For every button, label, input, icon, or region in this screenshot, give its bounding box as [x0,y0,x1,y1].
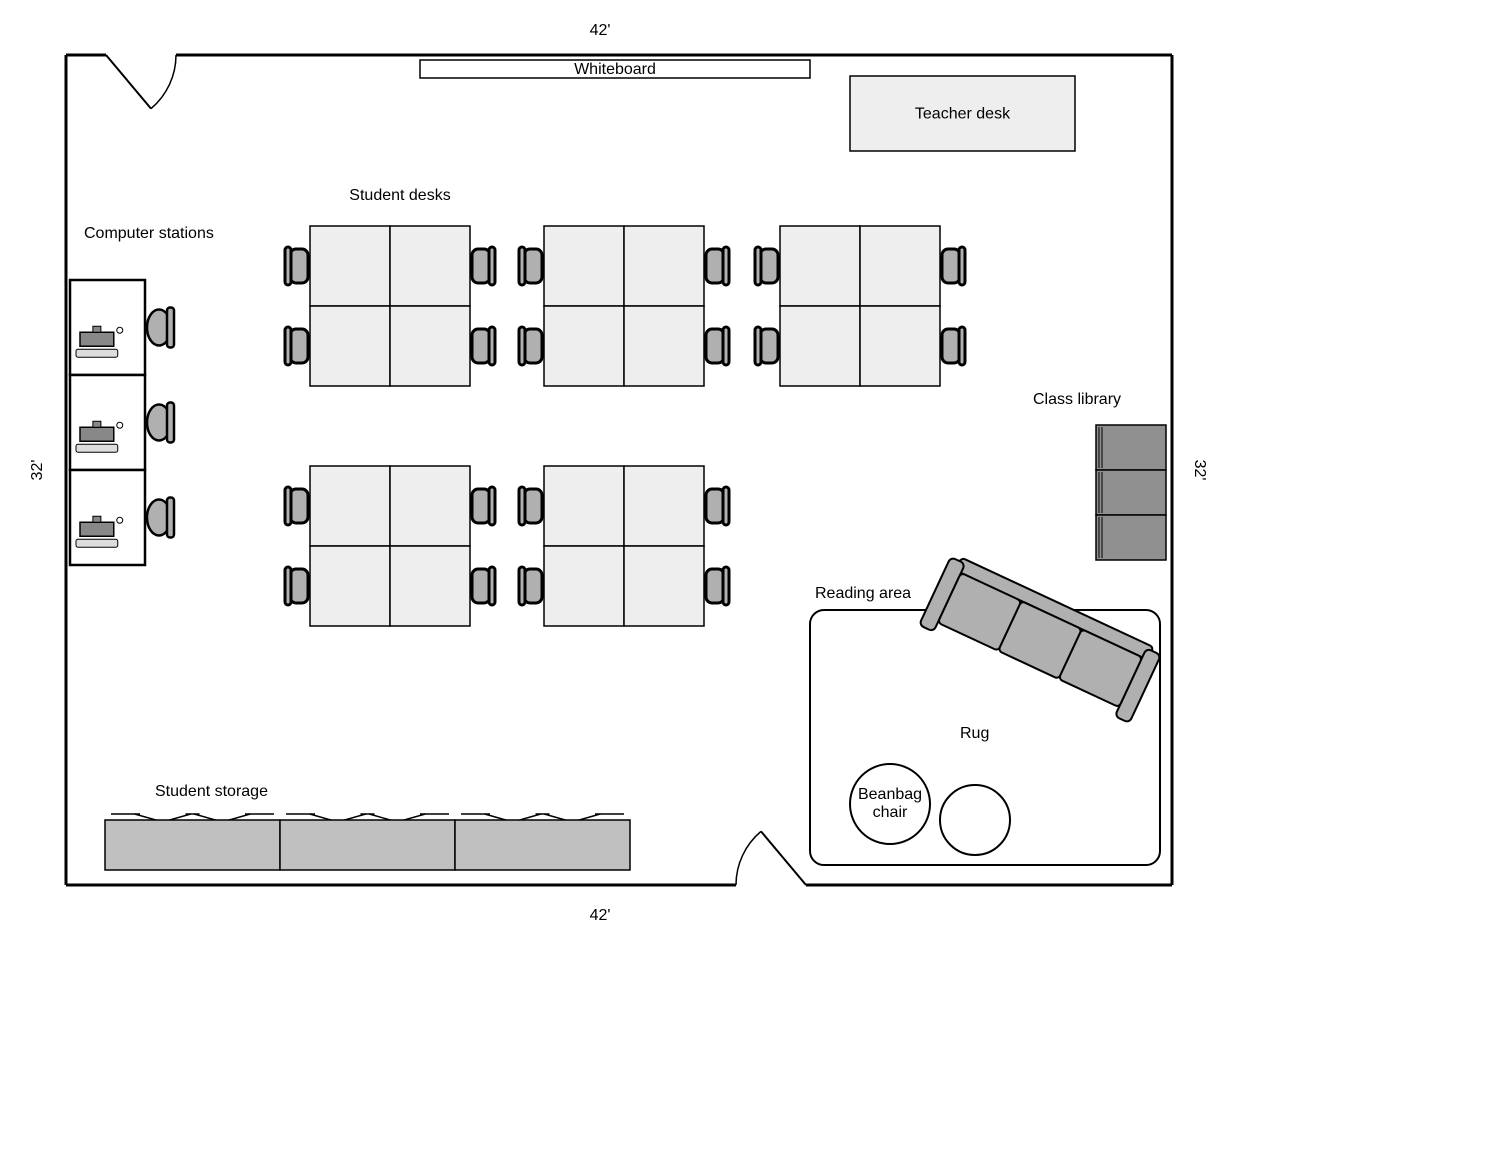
chair-icon [285,247,308,285]
chair-icon [472,567,495,605]
chair-icon [472,487,495,525]
teacher-desk-label: Teacher desk [915,106,1011,123]
student-desk-pod [519,466,729,626]
reading-area-label: Reading area [815,585,911,602]
bookshelf [1096,425,1166,470]
computer-stations-label: Computer stations [84,225,214,242]
chair-icon [519,567,542,605]
bookshelf [1096,515,1166,560]
student-desk-pod [519,226,729,386]
rug-label: Rug [960,725,989,742]
dim-right: 32' [1191,460,1208,481]
computer-station [70,375,174,470]
storage-unit [280,820,455,870]
chair-icon [755,247,778,285]
storage-unit [105,820,280,870]
chair-icon [285,567,308,605]
chair-icon [519,327,542,365]
student-desk-pod [285,226,495,386]
chair-icon [285,487,308,525]
computer-station [70,280,174,375]
chair-icon [942,327,965,365]
chair-icon [706,327,729,365]
dim-left: 32' [29,460,46,481]
chair-icon [472,247,495,285]
chair-icon [519,247,542,285]
whiteboard-label: Whiteboard [574,61,656,78]
chair-icon [706,567,729,605]
chair-icon [706,247,729,285]
computer-station [70,470,174,565]
student-desk-pod [285,466,495,626]
class-library-label: Class library [1033,391,1121,408]
student-desk-pod [755,226,965,386]
chair-icon [472,327,495,365]
student-desks-label: Student desks [349,187,450,204]
ottoman [940,785,1010,855]
storage-unit [455,820,630,870]
student-storage-label: Student storage [155,783,268,800]
bookshelf [1096,470,1166,515]
chair-icon [706,487,729,525]
sofa [919,553,1163,723]
dim-bottom: 42' [590,907,611,924]
chair-icon [942,247,965,285]
chair-icon [519,487,542,525]
dim-top: 42' [590,22,611,39]
chair-icon [755,327,778,365]
chair-icon [285,327,308,365]
